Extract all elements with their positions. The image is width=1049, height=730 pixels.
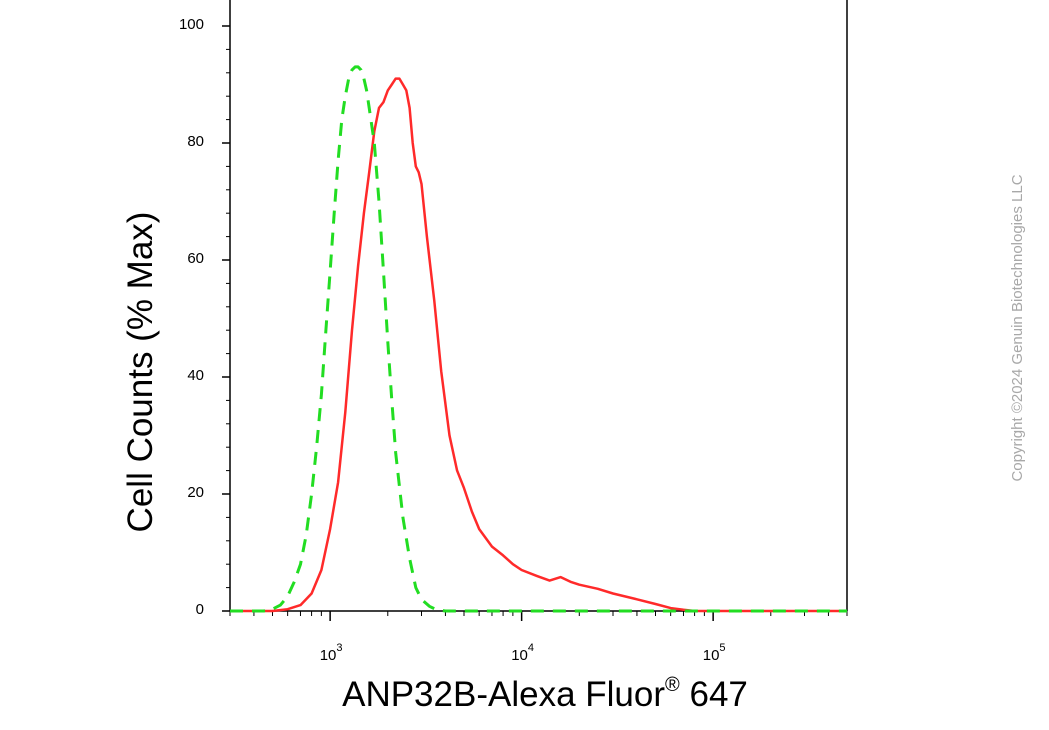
x-tick-label: 105 [703,642,726,664]
x-tick-label: 104 [511,642,534,664]
series-layer [230,65,847,613]
sample-series-line [230,77,847,613]
y-tick-label: 80 [187,133,204,150]
x-tick-label: 103 [320,642,343,664]
x-axis-title-registered: ® [665,674,680,696]
y-tick-label: 100 [179,16,204,33]
y-tick-label: 40 [187,367,204,384]
control-series-line [230,65,847,613]
plot-frame [229,0,848,612]
y-tick-label: 60 [187,250,204,267]
x-axis-title-tail: 647 [680,675,748,714]
y-axis-ticks: 0 20 40 60 80 100 [179,16,230,618]
y-tick-label: 0 [196,601,204,618]
x-axis-ticks: 103 104 105 [229,611,848,664]
x-axis-title: ANP32B-Alexa Fluor® 647 [342,674,748,714]
copyright-watermark: Copyright ©2024 Genuin Biotechnologies L… [1009,174,1026,481]
y-tick-label: 20 [187,484,204,501]
y-axis-title: Cell Counts (% Max) [121,212,160,533]
x-axis-title-main: ANP32B-Alexa Fluor [342,675,665,714]
